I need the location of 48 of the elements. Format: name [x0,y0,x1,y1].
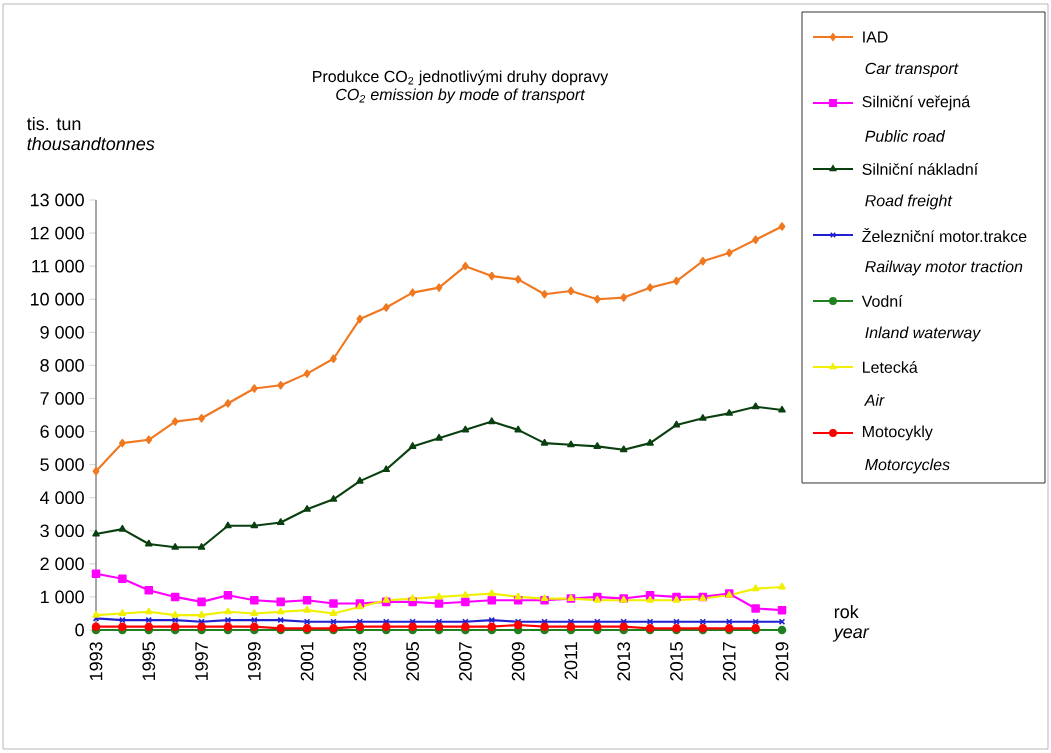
y-tick-label: 4 000 [40,491,84,505]
text: Public road [865,130,946,142]
x-tick-label: 2007 [459,642,472,681]
y-tick-label: 5 000 [40,458,84,471]
chart-subtitle: CO$_{2}$ emission by mode of transport [336,88,586,104]
text: Railway motor traction [865,260,1023,276]
x-tick-label: 2005 [406,642,419,681]
y-tick-label: 8 000 [40,359,84,372]
legend-label: Motocykly [863,425,933,441]
y-tick-label: 13 000 [30,193,84,207]
y-axis-title: tis. tun [26,116,81,131]
text: Car transport [865,62,959,78]
y-tick-label: 0 [75,623,84,637]
text: Inland waterway [865,326,982,342]
text: year [832,628,870,642]
legend-label: IAD [863,31,888,43]
legend-label: Letecká [863,361,918,373]
y-tick-label: 2 000 [40,557,84,571]
x-tick-label: 2003 [353,642,367,681]
chart-title: Produkce CO$_{2}$ jednotlivými druhy dopravy [313,70,609,86]
legend-label: Železniční motor.trakce [862,227,1027,243]
x-tick-label: 2001 [300,642,314,681]
y-tick-label: 7 000 [40,392,84,405]
x-tick-label: 1995 [142,642,156,681]
y-tick-label: 10 000 [30,292,84,306]
x-tick-label: 2013 [617,642,631,681]
x-tick-label: 1993 [89,642,103,681]
x-tick-label: 1997 [195,642,208,681]
x-tick-label: 2019 [775,642,789,681]
legend-label: Vodní [861,295,903,307]
text: Motorcycles [865,458,950,474]
legend-label: Silniční veřejná [862,95,971,111]
legend-label: Silniční nákladní [862,163,979,175]
text: thousandtonnes [27,136,155,151]
text: Air [863,394,885,406]
x-tick-label: 2015 [670,642,683,681]
y-tick-label: 11 000 [32,259,84,273]
x-tick-label: 1999 [247,642,261,681]
y-tick-label: 9 000 [40,325,84,339]
y-tick-label: 3 000 [40,524,84,538]
x-tick-label: 2009 [511,642,525,681]
x-tick-label: 2017 [722,642,736,681]
x-tick-label: 2011 [564,642,578,680]
text: Road freight [865,194,953,210]
y-tick-label: 12 000 [30,226,84,240]
y-tick-label: 6 000 [40,425,84,438]
x-axis-title: rok [834,604,859,619]
y-tick-label: 1 000 [40,590,84,604]
